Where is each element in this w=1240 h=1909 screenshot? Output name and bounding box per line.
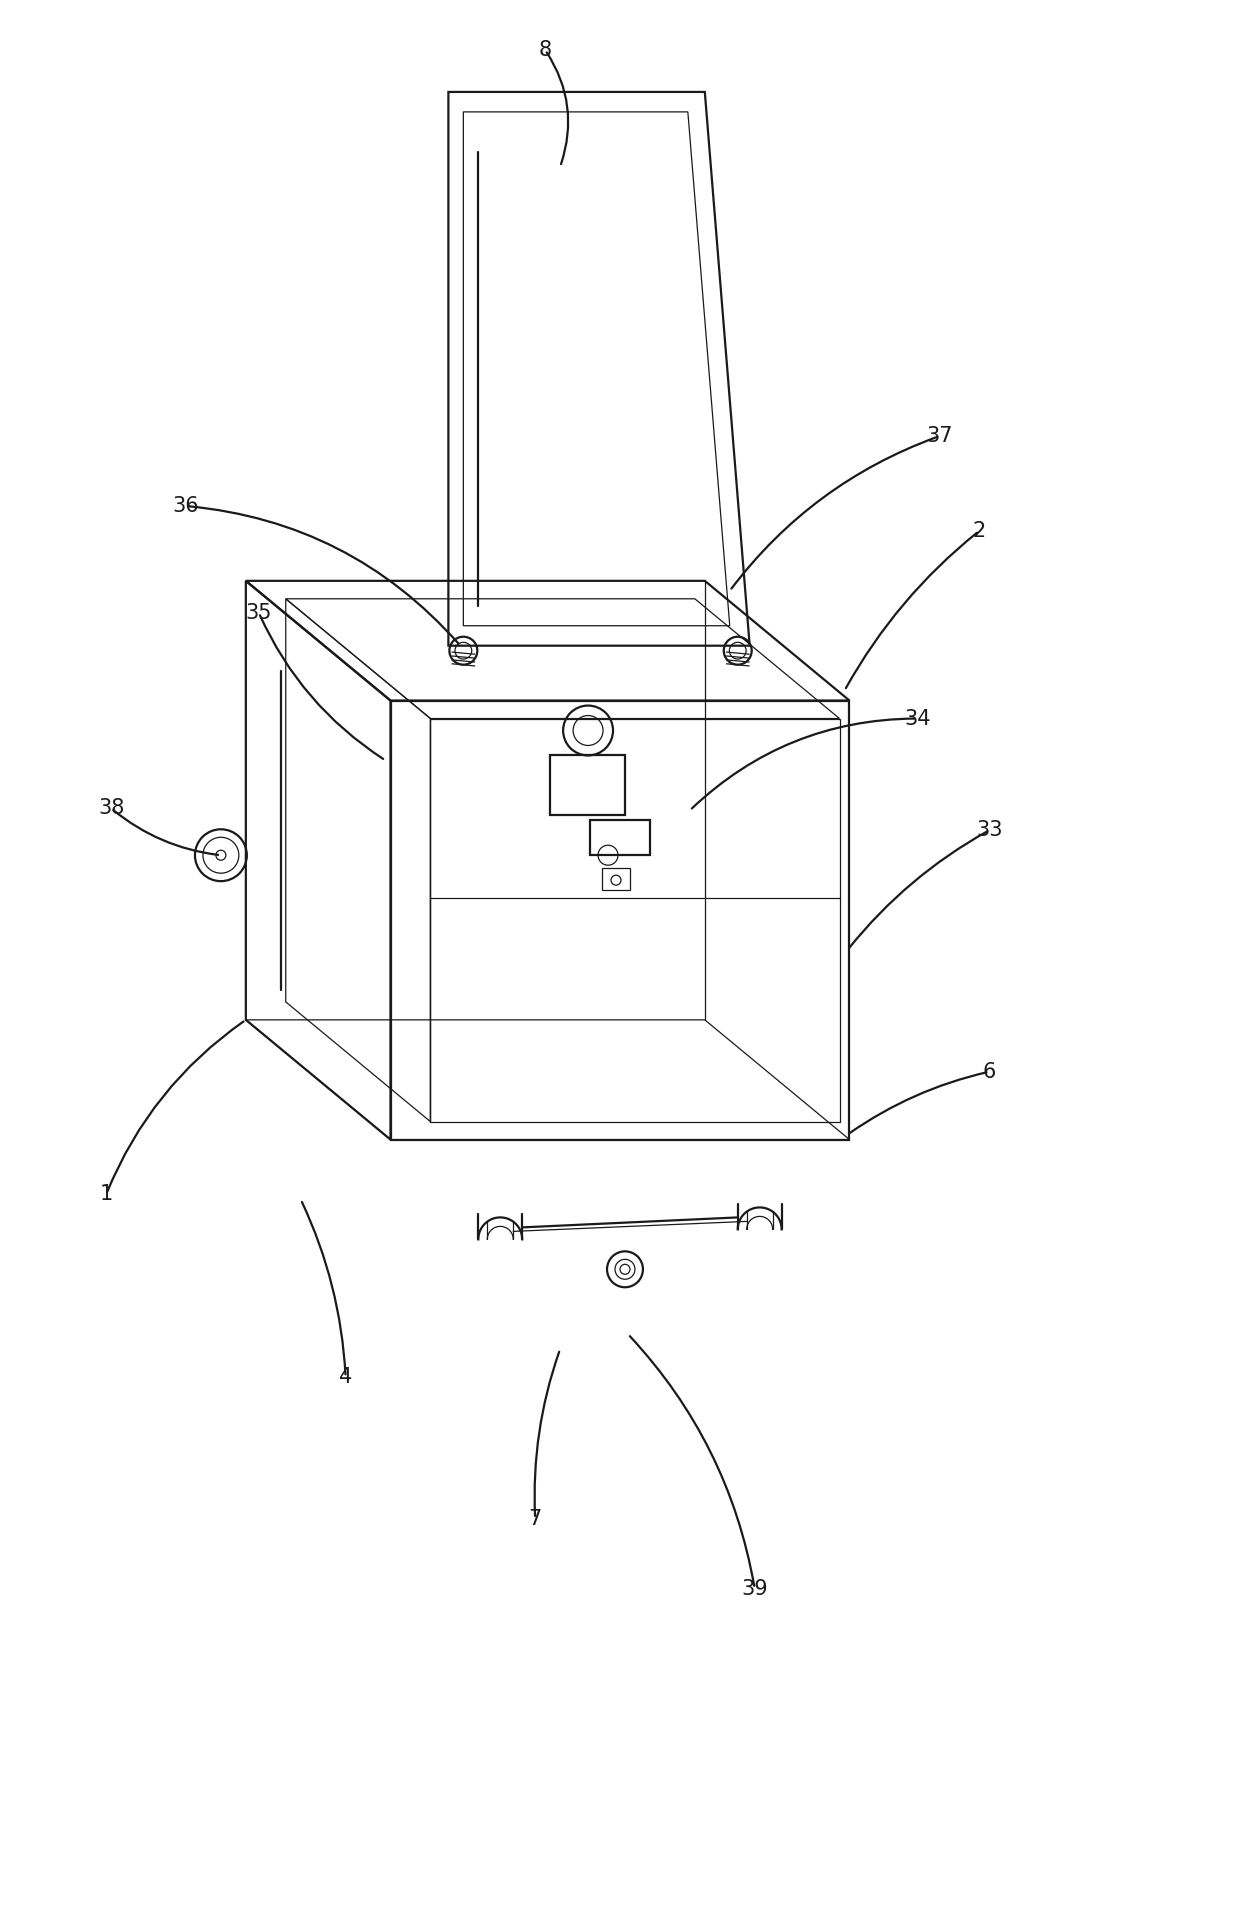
Text: 38: 38 — [98, 798, 124, 819]
Text: 33: 33 — [976, 821, 1002, 840]
Text: 35: 35 — [246, 603, 272, 622]
Text: 4: 4 — [339, 1367, 352, 1388]
Text: 34: 34 — [904, 708, 930, 729]
Text: 2: 2 — [972, 521, 986, 540]
Text: 37: 37 — [926, 426, 952, 447]
Text: 8: 8 — [538, 40, 552, 59]
Text: 1: 1 — [99, 1184, 113, 1205]
Text: 39: 39 — [742, 1579, 768, 1598]
Text: 36: 36 — [172, 496, 200, 515]
Text: 6: 6 — [982, 1061, 996, 1082]
Text: 7: 7 — [528, 1508, 542, 1529]
